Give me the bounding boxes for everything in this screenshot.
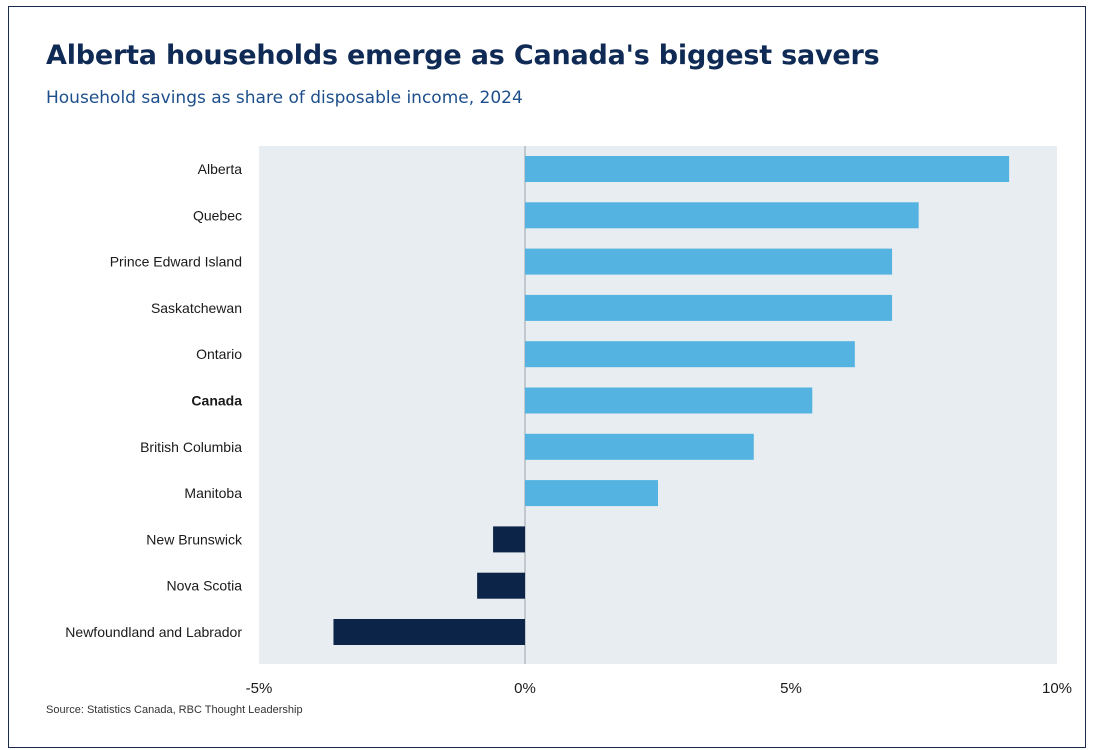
bar bbox=[525, 294, 893, 321]
bar bbox=[525, 433, 754, 460]
category-label: Canada bbox=[191, 393, 242, 409]
bar bbox=[525, 156, 1010, 182]
chart-title: Alberta households emerge as Canada's bi… bbox=[46, 40, 880, 71]
category-label: Ontario bbox=[196, 346, 242, 362]
category-label: Newfoundland and Labrador bbox=[65, 624, 242, 640]
bar bbox=[333, 619, 525, 645]
bar bbox=[525, 248, 893, 275]
category-label: New Brunswick bbox=[146, 531, 243, 547]
bar bbox=[525, 480, 658, 507]
bar bbox=[525, 202, 919, 229]
bar bbox=[525, 341, 855, 368]
bar bbox=[477, 572, 525, 599]
category-label: Alberta bbox=[198, 161, 243, 177]
bar bbox=[525, 387, 813, 414]
category-label: Prince Edward Island bbox=[110, 254, 242, 270]
category-label: British Columbia bbox=[140, 439, 242, 455]
category-labels: Alberta Quebec Prince Edward Island Saskatc… bbox=[65, 161, 243, 640]
x-tick-label: 5% bbox=[780, 680, 802, 697]
category-label: Quebec bbox=[193, 207, 242, 223]
x-tick-label: 10% bbox=[1042, 680, 1072, 697]
x-tick-label: -5% bbox=[246, 680, 273, 697]
bar bbox=[493, 526, 525, 553]
category-label: Nova Scotia bbox=[167, 578, 243, 594]
category-label: Saskatchewan bbox=[151, 300, 242, 316]
bars-group bbox=[333, 156, 1010, 645]
x-tick-label: 0% bbox=[514, 680, 536, 697]
category-label: Manitoba bbox=[184, 485, 242, 501]
x-tick-labels: -5% 0% 5% 10% bbox=[246, 680, 1072, 697]
chart-subtitle: Household savings as share of disposable… bbox=[46, 88, 523, 108]
source-note: Source: Statistics Canada, RBC Thought L… bbox=[46, 704, 303, 716]
